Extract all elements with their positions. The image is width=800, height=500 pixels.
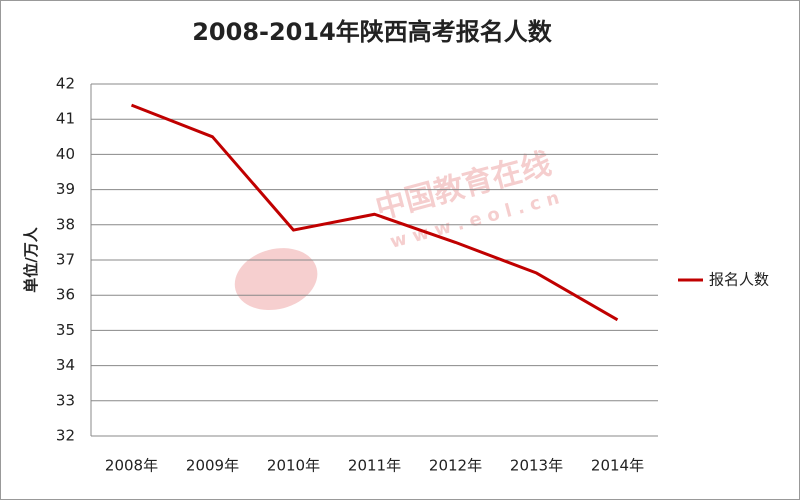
y-tick-label: 40: [56, 145, 75, 163]
x-tick-label: 2014年: [591, 457, 644, 475]
watermark-logo: [234, 248, 318, 311]
y-tick-label: 35: [56, 321, 75, 339]
x-tick-label: 2009年: [186, 457, 239, 475]
chart-title: 2008-2014年陕西高考报名人数: [192, 18, 553, 46]
y-tick-label: 32: [56, 427, 75, 445]
y-tick-label: 41: [56, 110, 75, 128]
series-line: [130, 103, 619, 322]
y-axis-label: 单位/万人: [22, 226, 40, 292]
y-tick-label: 39: [56, 180, 75, 198]
x-tick-label: 2008年: [105, 457, 158, 475]
y-tick-label: 37: [56, 251, 75, 269]
y-tick-label: 33: [56, 391, 75, 409]
legend-label: 报名人数: [709, 271, 769, 289]
x-tick-label: 2012年: [429, 457, 482, 475]
x-tick-label: 2011年: [348, 457, 401, 475]
y-tick-label: 42: [56, 75, 75, 93]
y-tick-label: 38: [56, 215, 75, 233]
y-tick-label: 36: [56, 286, 75, 304]
x-tick-label: 2013年: [510, 457, 563, 475]
y-tick-label: 34: [56, 356, 75, 374]
x-tick-label: 2010年: [267, 457, 320, 475]
